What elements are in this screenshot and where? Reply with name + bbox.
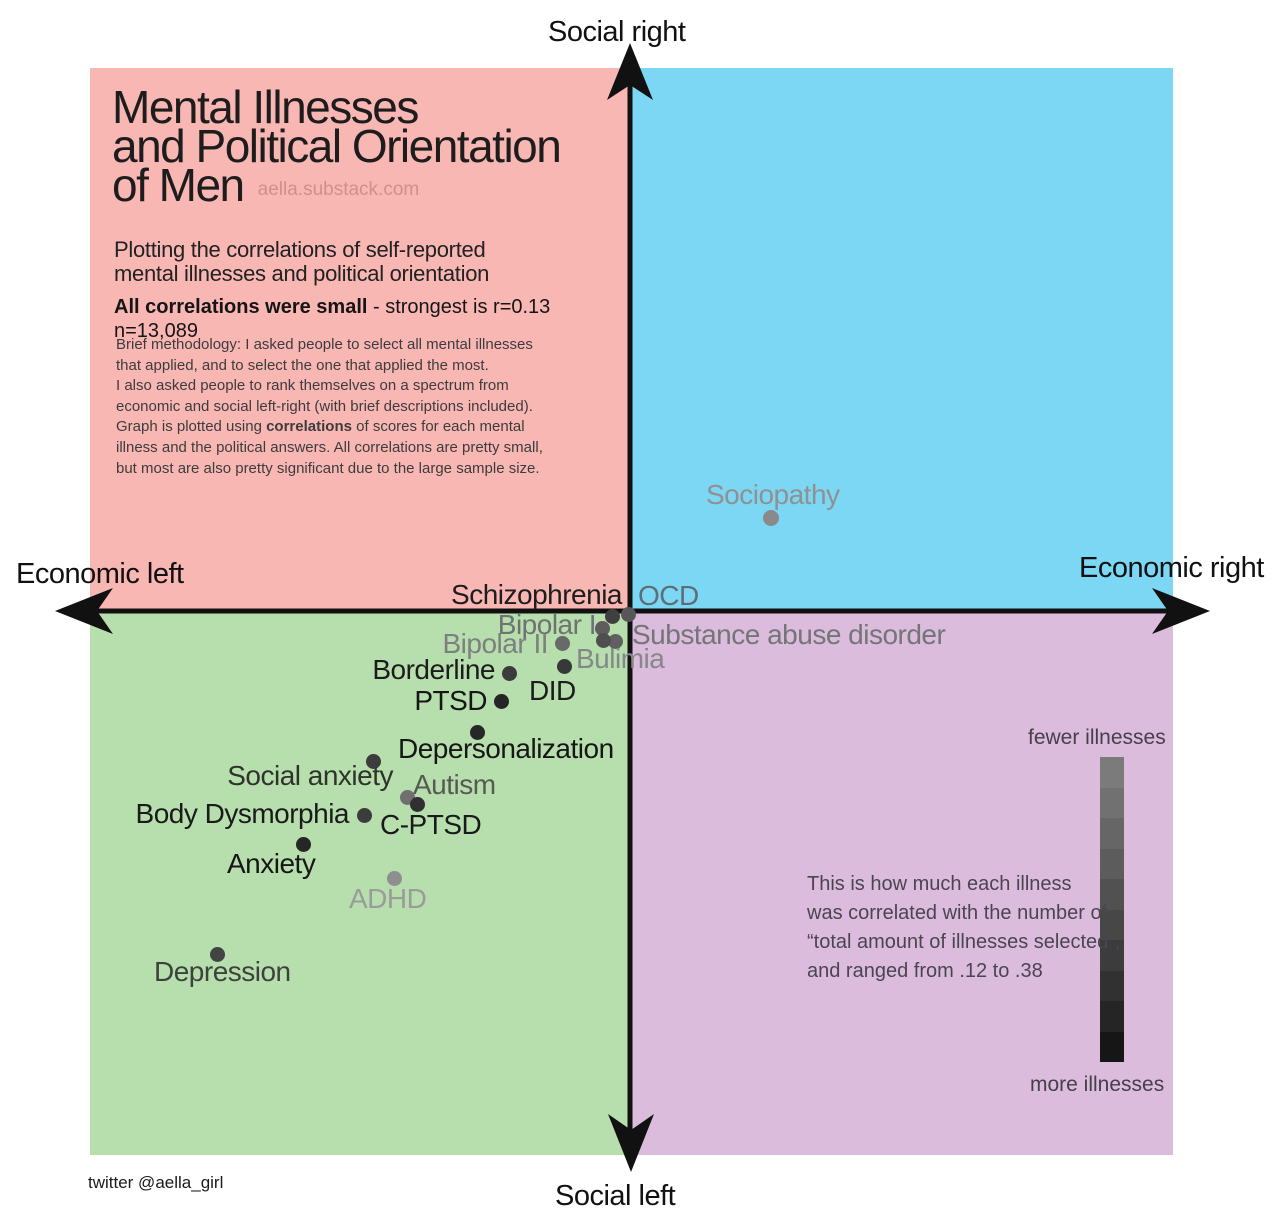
legend-gradient-band — [1100, 848, 1124, 879]
legend-gradient-band — [1100, 940, 1124, 971]
data-point-label: Bipolar II — [442, 628, 549, 659]
data-point-label: OCD — [638, 580, 699, 611]
footer-twitter-handle: twitter @aella_girl — [88, 1173, 224, 1192]
data-point-dot — [620, 606, 636, 622]
quadrant-top-right-bg — [630, 68, 1173, 611]
data-point-label: Bulimia — [576, 643, 665, 674]
methodology-bold: correlations — [266, 418, 352, 436]
data-point-label: Sociopathy — [706, 479, 840, 510]
data-point-label: PTSD — [414, 685, 487, 716]
data-point-label: Body Dysmorphia — [135, 798, 350, 829]
data-point-label: DID — [529, 675, 576, 706]
legend-gradient-band — [1100, 1031, 1124, 1062]
highlight-rest: - strongest is r=0.13 — [367, 296, 551, 318]
data-point-dot — [295, 836, 311, 852]
poster-title-line3: of Men aella.substack.com — [112, 162, 652, 209]
data-point-dot — [595, 632, 611, 648]
data-point-dot — [594, 620, 610, 636]
data-point-dot — [556, 658, 572, 674]
methodology-paragraph: Brief methodology: I asked people to sel… — [116, 335, 586, 479]
data-point-dot — [356, 807, 372, 823]
poster-title-line3-text: of Men — [112, 159, 245, 211]
data-point-dot — [554, 635, 570, 651]
data-point-label: Borderline — [372, 654, 495, 685]
legend-gradient-band — [1100, 1001, 1124, 1032]
quadrant-bottom-right-bg — [630, 611, 1173, 1155]
data-point-dot — [607, 633, 623, 649]
data-point-label: Substance abuse disorder — [632, 619, 946, 650]
data-point-dot — [493, 693, 509, 709]
data-point-dot — [386, 870, 402, 886]
title-block: Mental Illnesses and Political Orientati… — [112, 81, 652, 209]
legend-fewer-label: fewer illnesses — [1028, 726, 1166, 749]
data-point-dot — [501, 665, 517, 681]
methodology-pre: Brief methodology: I asked people to sel… — [116, 336, 533, 436]
data-point-label: Bipolar I — [497, 609, 597, 640]
highlight-bold: All correlations were small — [114, 296, 368, 318]
data-point-dot — [469, 724, 485, 740]
legend-gradient-bar — [1100, 757, 1124, 1062]
sample-size: n=13,089 — [114, 320, 198, 342]
legend-gradient-band — [1100, 879, 1124, 910]
data-point-label: Depression — [154, 956, 291, 987]
quadrant-top-left-bg — [90, 68, 630, 611]
data-point-dot — [365, 753, 381, 769]
poster-subtitle: Plotting the correlations of self-report… — [114, 237, 490, 286]
axis-label-social-right: Social right — [548, 16, 686, 48]
data-point-label: Depersonalization — [398, 733, 614, 764]
poster-title-line1: Mental Illnesses — [112, 81, 419, 133]
data-point-label: Autism — [413, 769, 496, 800]
data-point-label: ADHD — [349, 883, 427, 914]
data-point-dot — [409, 796, 425, 812]
highlight-line: All correlations were small - strongest … — [114, 296, 550, 319]
poster-title-line2: and Political Orientation — [112, 120, 562, 172]
data-point-label: C-PTSD — [380, 809, 482, 840]
legend-gradient-band — [1100, 787, 1124, 818]
methodology-post: of scores for each mental illness and th… — [116, 418, 543, 477]
axis-label-economic-left: Economic left — [16, 558, 184, 590]
legend-gradient-band — [1100, 757, 1124, 788]
data-point-label: Anxiety — [227, 848, 316, 879]
legend-more-label: more illnesses — [1030, 1073, 1165, 1096]
data-point-label: Social anxiety — [227, 760, 393, 791]
data-point-dot — [763, 510, 779, 526]
data-point-label: Schizophrenia — [451, 579, 622, 610]
legend-gradient-band — [1100, 909, 1124, 940]
data-point-dot — [209, 946, 225, 962]
legend-note: This is how much each illness was correl… — [807, 873, 1121, 982]
legend-gradient-band — [1100, 818, 1124, 849]
data-point-dot — [604, 608, 620, 624]
axis-label-social-left: Social left — [555, 1180, 676, 1212]
legend-gradient-band — [1100, 970, 1124, 1001]
axis-label-economic-right: Economic right — [1079, 552, 1264, 584]
quadrant-bottom-left-bg — [90, 611, 630, 1155]
source-link: aella.substack.com — [257, 179, 420, 200]
